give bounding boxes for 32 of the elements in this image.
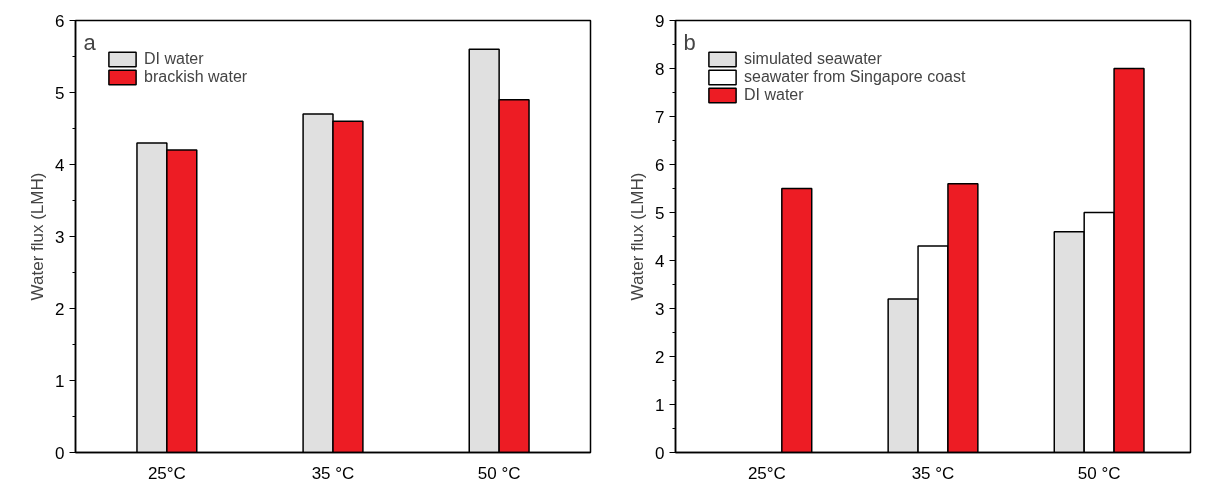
y-tick-label: 6 (55, 11, 65, 31)
y-tick-label: 2 (55, 299, 65, 319)
y-tick-label: 1 (55, 371, 65, 391)
y-tick-label: 1 (655, 395, 665, 415)
legend-label: DI water (744, 86, 804, 104)
x-tick-label: 25°C (747, 463, 786, 483)
y-tick-label: 7 (655, 107, 665, 127)
y-tick-label: 8 (655, 59, 665, 79)
y-tick-label: 3 (55, 227, 65, 247)
y-tick-label: 0 (55, 443, 65, 463)
legend-label: brackish water (144, 68, 248, 86)
y-tick-label: 5 (55, 83, 65, 103)
annotation: b (683, 29, 696, 55)
y-tick-label: 5 (655, 203, 665, 223)
legend-label: DI water (144, 50, 204, 68)
y-tick-label: 0 (655, 443, 665, 463)
x-tick-label: 35 °C (911, 463, 955, 483)
y-tick-label: 4 (55, 155, 65, 175)
legend-label: seawater from Singapore coast (744, 68, 966, 86)
y-axis-title: Water flux (LMH) (28, 172, 48, 301)
annotation: a (83, 29, 97, 55)
y-tick-label: 2 (655, 347, 665, 367)
y-tick-label: 6 (655, 155, 665, 175)
x-tick-label: 50 °C (477, 463, 521, 483)
y-axis-title: Water flux (LMH) (628, 172, 648, 301)
x-tick-label: 25°C (147, 463, 186, 483)
x-tick-label: 35 °C (311, 463, 355, 483)
y-tick-label: 4 (655, 251, 665, 271)
y-tick-label: 9 (655, 11, 665, 31)
legend-label: simulated seawater (744, 50, 882, 68)
y-tick-label: 3 (655, 299, 665, 319)
x-tick-label: 50 °C (1077, 463, 1121, 483)
